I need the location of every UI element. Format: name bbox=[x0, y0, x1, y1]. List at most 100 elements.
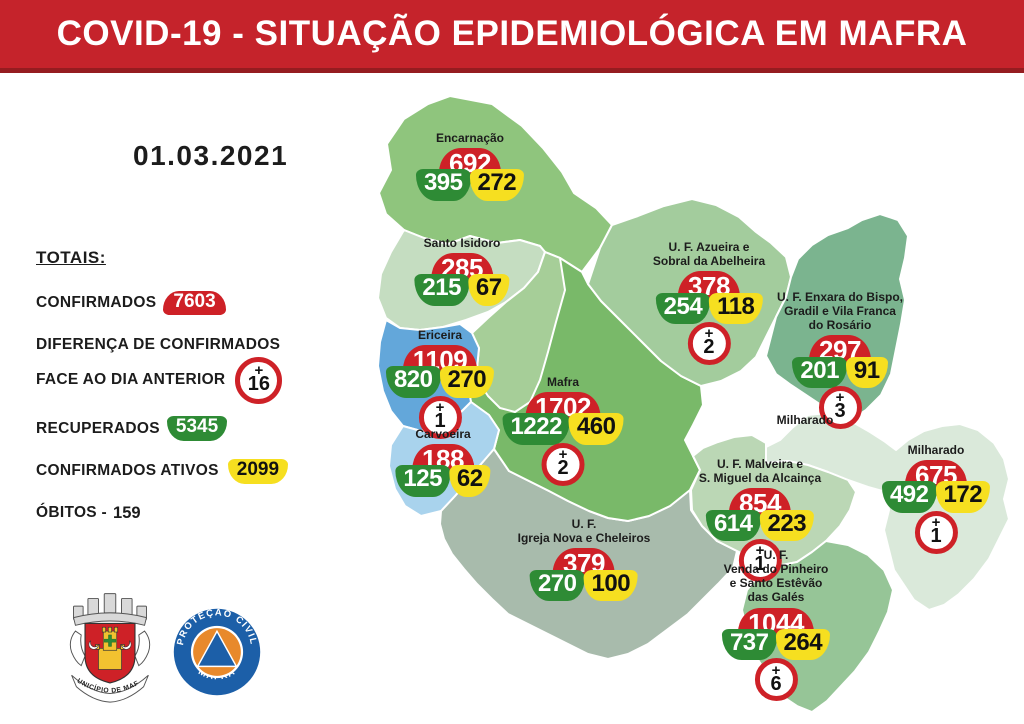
page-title: COVID-19 - SITUAÇÃO EPIDEMIOLÓGICA EM MA… bbox=[56, 14, 968, 53]
active-badge: 100 bbox=[583, 569, 639, 601]
recovered-badge: 737 bbox=[721, 628, 777, 661]
region-name-label: Encarnação bbox=[435, 131, 505, 145]
confirmed-total-badge: 7603 bbox=[163, 291, 226, 316]
badge-row: 1222 460 bbox=[502, 413, 624, 445]
active-total-badge: 2099 bbox=[227, 458, 289, 484]
region-cluster-santo-isidoro: Santo Isidoro 285 215 67 bbox=[414, 236, 510, 306]
active-badge: 172 bbox=[935, 481, 991, 513]
delta-value: 2 bbox=[557, 457, 569, 480]
region-name-label: U. F. Azueira e Sobral da Abelheira bbox=[652, 240, 766, 269]
active-badge: 91 bbox=[845, 356, 888, 388]
delta-value: 1 bbox=[754, 553, 766, 576]
deaths-total-value: 159 bbox=[113, 504, 141, 523]
recovered-badge: 254 bbox=[655, 292, 711, 324]
badge-row: 201 91 bbox=[792, 356, 888, 388]
delta-value: 3 bbox=[834, 400, 846, 423]
delta-badge: +1 bbox=[738, 538, 782, 582]
region-name-label: Carvoeira bbox=[415, 427, 471, 441]
delta-badge: +6 bbox=[754, 658, 798, 702]
region-name-label: Milharado bbox=[776, 413, 834, 427]
region-name-label: Santo Isidoro bbox=[423, 236, 501, 250]
delta-value: 1 bbox=[434, 410, 446, 433]
delta-badge: +2 bbox=[541, 442, 585, 486]
diff-total-value: 16 bbox=[247, 373, 271, 396]
region-cluster-azueira: U. F. Azueira e Sobral da Abelheira 378 254… bbox=[653, 240, 765, 365]
recovered-badge: 395 bbox=[415, 169, 471, 201]
recovered-total-badge: 5345 bbox=[166, 416, 228, 442]
active-badge: 264 bbox=[775, 628, 831, 661]
recovered-total-row: RECUPERADOS 5345 bbox=[36, 416, 366, 442]
plus-sign: + bbox=[254, 362, 264, 380]
delta-badge: +2 bbox=[687, 321, 731, 365]
badge-row: 395 272 bbox=[415, 169, 525, 201]
badge-row: 737 264 bbox=[721, 628, 831, 661]
recovered-badge: 270 bbox=[529, 569, 585, 601]
region-name-label: Milharado bbox=[907, 443, 965, 457]
diff-label-line1: DIFERENÇA DE CONFIRMADOS bbox=[36, 336, 281, 354]
region-name-label: U. F. Igreja Nova e Cheleiros bbox=[517, 517, 651, 546]
region-cluster-milharado: Milharado 675 492 172 +1 bbox=[881, 443, 991, 554]
region-cluster-carvoeira: Carvoeira 188 125 62 bbox=[395, 427, 491, 497]
recovered-badge: 1222 bbox=[502, 413, 570, 445]
delta-badge: +1 bbox=[914, 510, 958, 554]
footer-logos: MUNICÍPIO DE MAFRA PROTEÇÃO CIVIL MAFRA bbox=[62, 582, 262, 708]
plus-sign: + bbox=[435, 399, 445, 417]
plus-sign: + bbox=[755, 542, 765, 560]
plus-sign: + bbox=[835, 389, 845, 407]
recovered-badge: 492 bbox=[881, 481, 937, 513]
badge-row: 270 100 bbox=[529, 569, 639, 601]
report-date: 01.03.2021 bbox=[133, 140, 289, 171]
protecao-civil-logo-icon: PROTEÇÃO CIVIL MAFRA bbox=[173, 607, 261, 696]
mafra-coat-of-arms-icon: MUNICÍPIO DE MAFRA bbox=[62, 582, 151, 703]
recovered-badge: 125 bbox=[395, 465, 450, 497]
active-badge: 270 bbox=[439, 366, 495, 398]
active-badge: 272 bbox=[469, 169, 525, 201]
active-badge: 67 bbox=[467, 274, 510, 306]
delta-value: 6 bbox=[770, 672, 782, 695]
active-badge: 62 bbox=[448, 465, 491, 497]
region-name-label: U. F. Venda do Pinheiro e Santo Estêvão das… bbox=[723, 548, 829, 605]
region-name-label: U. F. Enxara do Bispo, Gradil e Vila Fran… bbox=[776, 290, 904, 333]
confirmed-total-row: CONFIRMADOS 7603 bbox=[36, 290, 366, 316]
active-total-row: CONFIRMADOS ATIVOS 2099 bbox=[36, 458, 366, 484]
diff-label-line2: FACE AO DIA ANTERIOR bbox=[36, 371, 226, 389]
confirmed-total-label: CONFIRMADOS bbox=[36, 294, 157, 311]
region-cluster-malveira: U. F. Malveira e S. Miguel da Alcainça 854… bbox=[699, 457, 821, 582]
totals-panel: TOTAIS: CONFIRMADOS 7603 DIFERENÇA DE CO… bbox=[36, 248, 366, 543]
header-banner: COVID-19 - SITUAÇÃO EPIDEMIOLÓGICA EM MA… bbox=[0, 0, 1024, 73]
active-badge: 118 bbox=[709, 292, 763, 324]
delta-badge: +3 bbox=[818, 385, 862, 429]
region-cluster-enxara: U. F. Enxara do Bispo, Gradil e Vila Fran… bbox=[777, 290, 903, 429]
plus-sign: + bbox=[931, 514, 941, 532]
region-cluster-ericeira: Ericeira 1109 820 270 +1 bbox=[385, 328, 495, 439]
map-region-mafra-west-area bbox=[471, 251, 566, 413]
badge-row: 215 67 bbox=[414, 274, 510, 306]
recovered-badge: 614 bbox=[705, 509, 761, 541]
delta-value: 2 bbox=[703, 336, 715, 359]
region-cluster-igreja-nova: U. F. Igreja Nova e Cheleiros 379 270 100 bbox=[517, 517, 651, 601]
plus-sign: + bbox=[704, 325, 714, 343]
active-badge: 223 bbox=[759, 509, 815, 541]
totals-heading: TOTAIS: bbox=[36, 248, 106, 267]
badge-row: 820 270 bbox=[385, 366, 495, 398]
region-cluster-venda-do-pinheiro: U. F. Venda do Pinheiro e Santo Estêvão das… bbox=[721, 548, 831, 702]
recovered-badge: 201 bbox=[792, 356, 847, 388]
region-name-label: Ericeira bbox=[417, 328, 463, 342]
diff-total-row: DIFERENÇA DE CONFIRMADOS FACE AO DIA ANT… bbox=[36, 332, 366, 404]
deaths-total-row: ÓBITOS - 159 bbox=[36, 500, 366, 526]
region-name-label: U. F. Malveira e S. Miguel da Alcainça bbox=[698, 457, 822, 486]
region-cluster-encarnacao: Encarnação 692 395 272 bbox=[415, 131, 525, 201]
diff-total-badge: + 16 bbox=[235, 356, 283, 404]
badge-row: 254 118 bbox=[655, 292, 763, 324]
recovered-badge: 215 bbox=[414, 274, 469, 306]
active-badge: 460 bbox=[568, 413, 624, 445]
delta-value: 1 bbox=[930, 525, 942, 548]
plus-sign: + bbox=[771, 661, 781, 679]
deaths-total-label: ÓBITOS - bbox=[36, 504, 108, 522]
delta-badge: +1 bbox=[418, 395, 462, 439]
region-name-label: Mafra bbox=[546, 375, 579, 389]
badge-row: 492 172 bbox=[881, 481, 991, 513]
recovered-badge: 820 bbox=[385, 366, 441, 398]
region-cluster-mafra: Mafra 1702 1222 460 +2 bbox=[502, 375, 624, 486]
